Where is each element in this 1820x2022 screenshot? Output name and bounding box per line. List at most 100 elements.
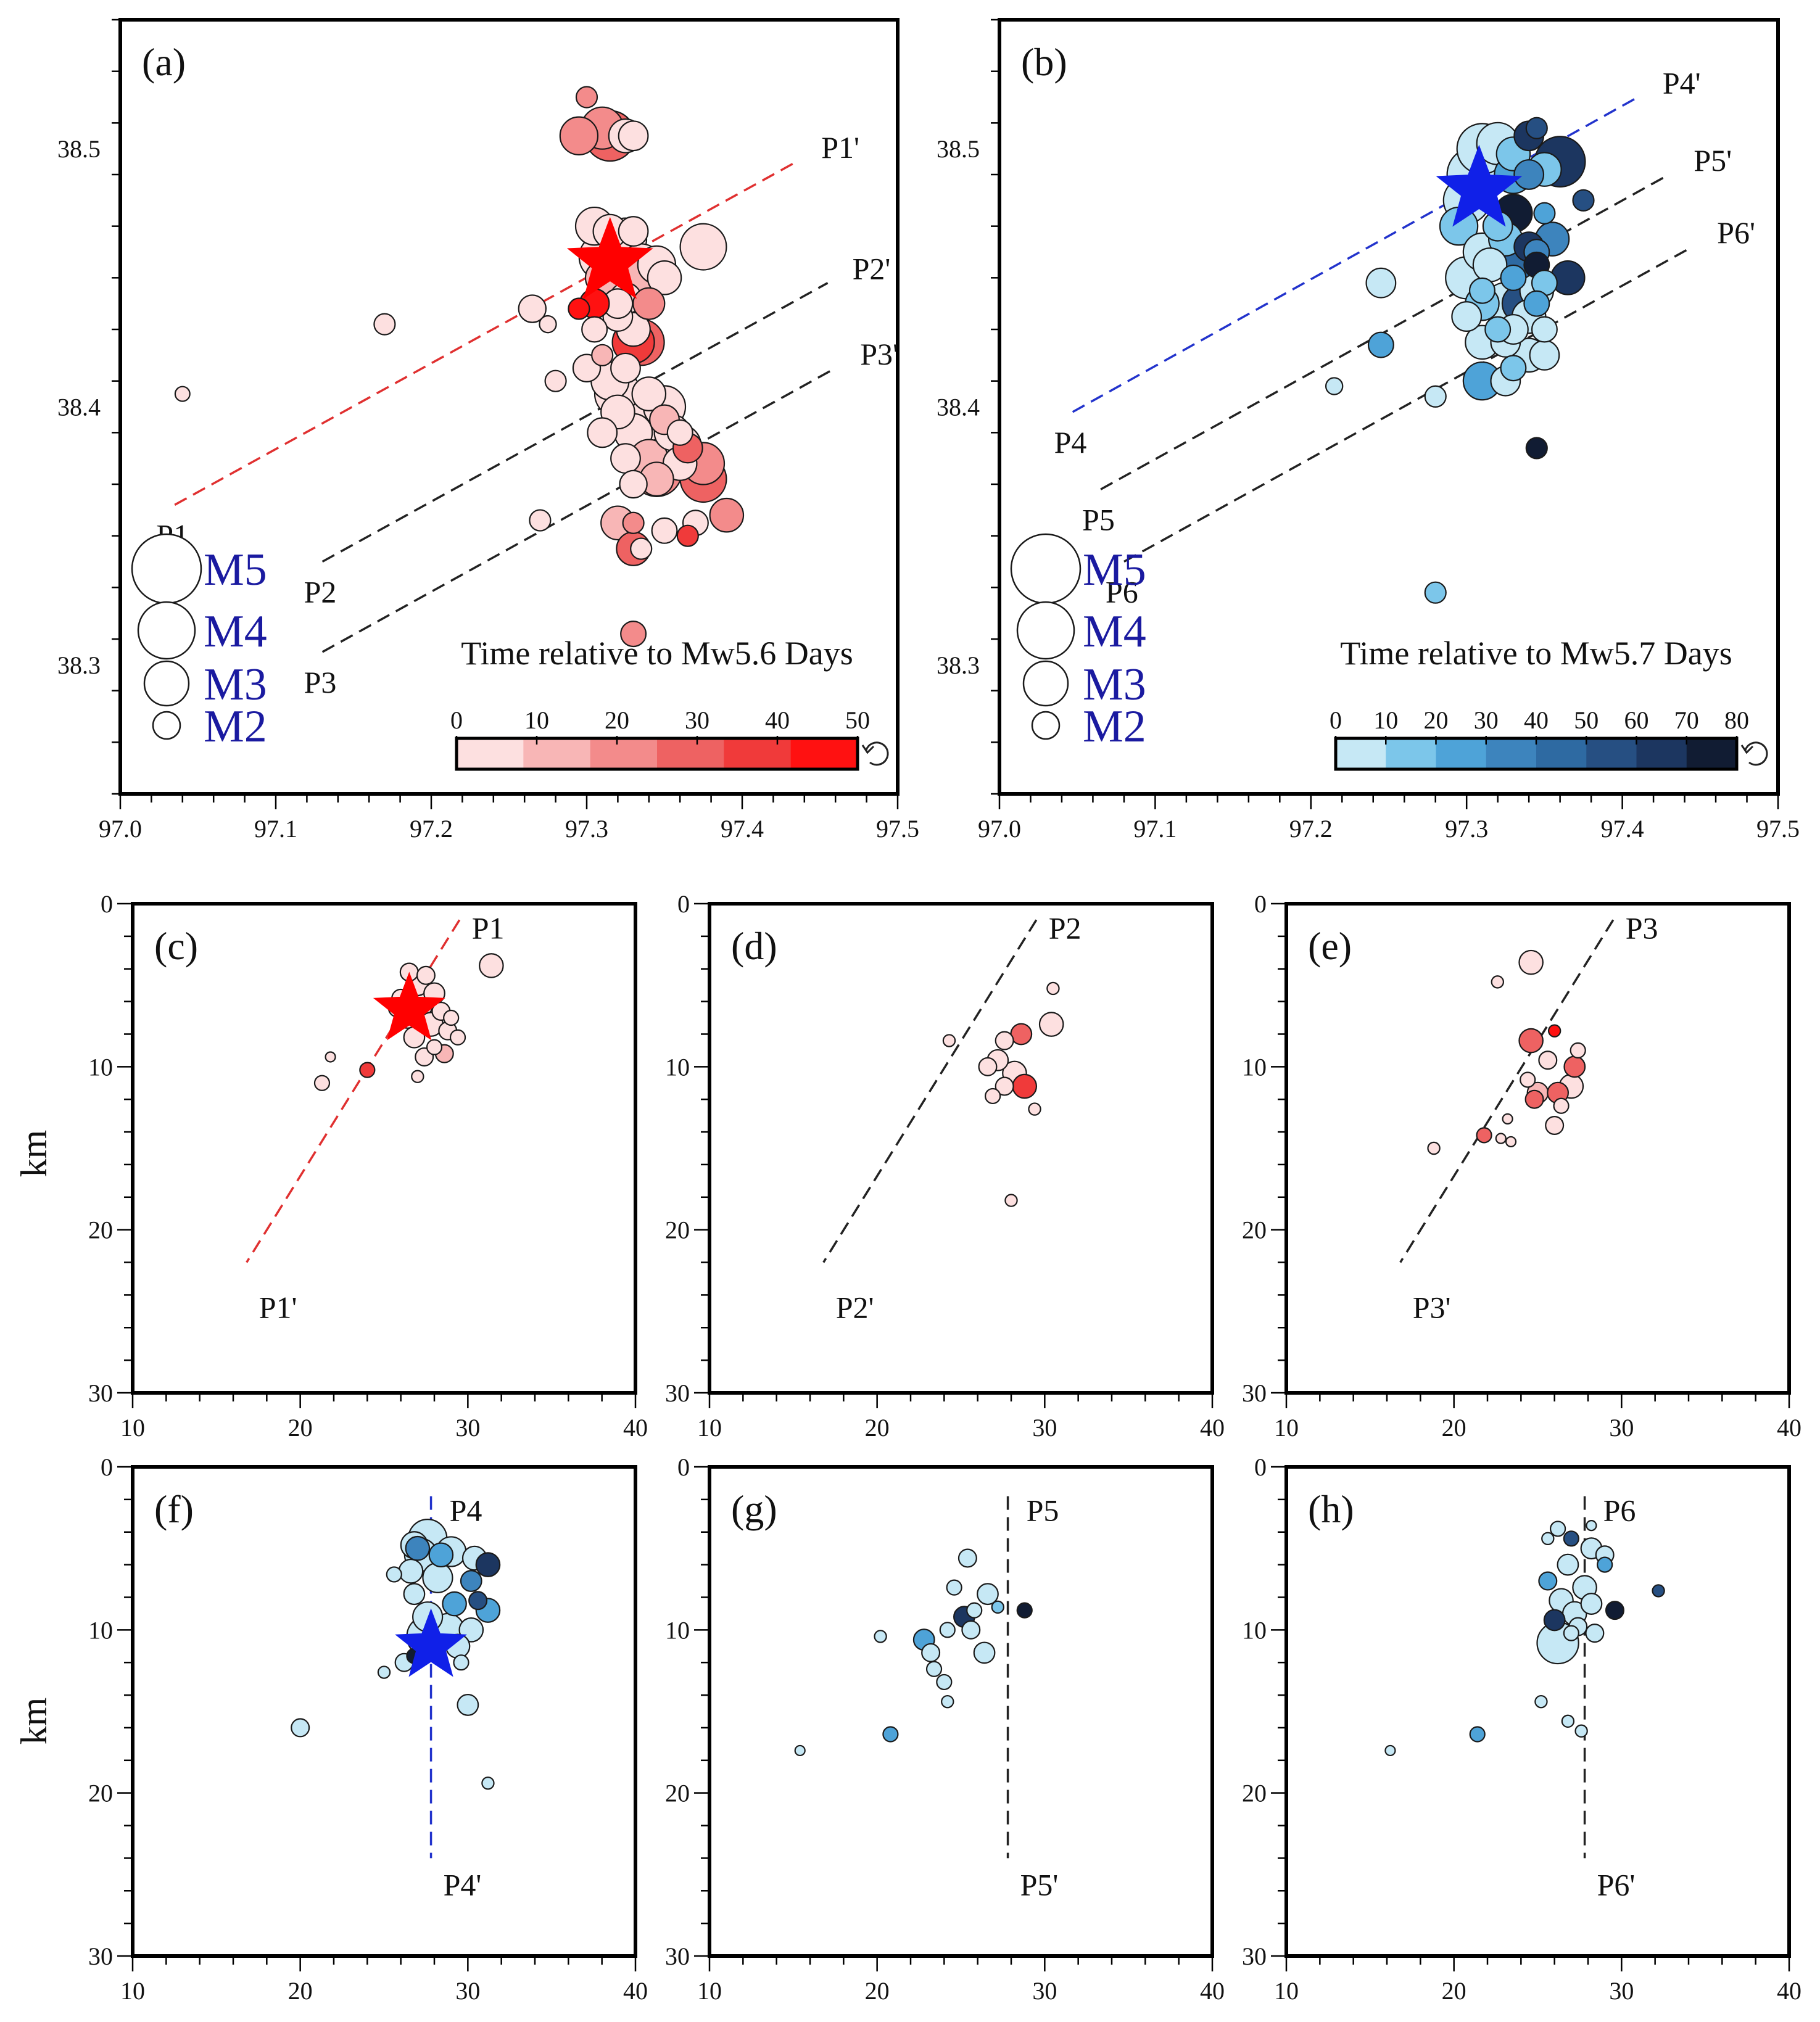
profile-start-label: P4 bbox=[1054, 425, 1087, 460]
colorbar-tick-label: 40 bbox=[765, 706, 790, 734]
event-point bbox=[1561, 1714, 1575, 1728]
magnitude-legend-label: M3 bbox=[1083, 659, 1146, 710]
colorbar-segment bbox=[1336, 738, 1386, 769]
profile-start-label: P2 bbox=[1049, 910, 1082, 945]
x-tick-label: 97.1 bbox=[1133, 815, 1177, 843]
y-tick-label: 10 bbox=[1242, 1616, 1267, 1644]
plot-frame bbox=[131, 1465, 637, 1958]
event-point bbox=[1495, 1133, 1507, 1144]
profile-panel-d: 10 20 30 40 0 10 20 30 P2 P2' (d) bbox=[665, 890, 1225, 1442]
profile-line bbox=[822, 919, 1038, 1263]
profile-start-label: P4 bbox=[450, 1493, 482, 1528]
event-point bbox=[1570, 1042, 1586, 1059]
colorbar-segment bbox=[724, 738, 792, 769]
event-point bbox=[1427, 1141, 1441, 1155]
x-tick-label: 97.3 bbox=[565, 815, 608, 843]
event-point bbox=[1563, 1625, 1579, 1641]
event-point bbox=[1384, 1744, 1396, 1757]
event-point bbox=[1545, 1115, 1565, 1135]
y-tick-label: 30 bbox=[665, 1942, 690, 1970]
event-point bbox=[575, 86, 598, 109]
x-tick-label: 20 bbox=[288, 1977, 313, 2005]
event-point bbox=[1585, 1624, 1605, 1643]
event-point bbox=[1550, 1521, 1566, 1537]
profile-panel-e: 10 20 30 40 0 10 20 30 P3 P3' (e) bbox=[1242, 890, 1801, 1442]
profile-panel-c: 10 20 30 40 0 10 20 30 P1 P1' (c) bbox=[88, 890, 648, 1442]
profile-end-label: P2' bbox=[836, 1290, 874, 1325]
event-point bbox=[620, 621, 647, 648]
y-tick-label: 10 bbox=[1242, 1053, 1267, 1081]
event-point bbox=[398, 1558, 424, 1584]
event-point bbox=[1534, 1694, 1548, 1709]
x-tick-label: 30 bbox=[1032, 1414, 1057, 1442]
event-point bbox=[936, 1673, 953, 1691]
event-point bbox=[1572, 189, 1595, 212]
event-point bbox=[313, 1075, 331, 1091]
event-point bbox=[1525, 117, 1548, 139]
y-tick-label: 38.3 bbox=[57, 651, 101, 679]
x-tick-label: 97.5 bbox=[1756, 815, 1800, 843]
event-point bbox=[479, 953, 504, 978]
event-point bbox=[1538, 1050, 1558, 1070]
event-point bbox=[422, 1562, 453, 1593]
profile-panel-f: 10 20 30 40 0 10 20 30 P4 P4' (f) bbox=[88, 1453, 648, 2005]
event-point bbox=[618, 216, 649, 247]
mainshock-star bbox=[566, 217, 653, 299]
event-point bbox=[679, 223, 727, 271]
y-tick-label: 20 bbox=[1242, 1216, 1267, 1244]
colorbar-tick-label: 0 bbox=[1330, 706, 1342, 734]
event-point bbox=[666, 419, 693, 446]
panel-label: (a) bbox=[142, 40, 186, 84]
y-tick-label: 0 bbox=[1254, 890, 1267, 918]
x-tick-label: 20 bbox=[865, 1977, 890, 2005]
event-point bbox=[958, 1548, 977, 1568]
event-point bbox=[1325, 377, 1344, 395]
colorbar-segment bbox=[523, 738, 591, 769]
event-point bbox=[632, 287, 666, 320]
event-point bbox=[973, 1641, 996, 1664]
event-point bbox=[619, 469, 648, 499]
profile-end-label: P6' bbox=[1717, 215, 1755, 250]
event-point bbox=[1016, 1602, 1033, 1619]
x-tick-label: 40 bbox=[623, 1977, 648, 2005]
event-point bbox=[1518, 949, 1544, 975]
panel-label: (b) bbox=[1021, 40, 1067, 84]
event-point bbox=[651, 517, 678, 544]
colorbar-segment bbox=[457, 738, 524, 769]
plot-frame bbox=[1284, 902, 1791, 1395]
x-tick-label: 30 bbox=[1032, 1977, 1057, 2005]
event-point bbox=[1451, 301, 1483, 332]
map-panel-a: 97.097.197.297.397.497.538.338.438.5P1P1… bbox=[57, 18, 919, 843]
event-point bbox=[1553, 1097, 1570, 1114]
event-point bbox=[468, 1591, 488, 1611]
magnitude-legend-label: M4 bbox=[1083, 606, 1146, 657]
event-point bbox=[874, 1630, 887, 1643]
event-point bbox=[631, 376, 667, 411]
profile-line bbox=[321, 282, 829, 563]
event-point bbox=[1524, 1089, 1544, 1109]
event-point bbox=[539, 315, 557, 334]
y-tick-label: 0 bbox=[101, 1453, 113, 1481]
event-point bbox=[610, 443, 641, 474]
event-point bbox=[978, 1057, 998, 1076]
x-tick-label: 40 bbox=[1777, 1977, 1801, 2005]
colorbar-title: Time relative to Mw5.7 Days bbox=[1340, 635, 1732, 672]
event-point bbox=[995, 1076, 1014, 1096]
y-tick-label: 0 bbox=[1254, 1453, 1267, 1481]
event-point bbox=[610, 352, 641, 384]
colorbar-tick-label: 60 bbox=[1624, 706, 1649, 734]
y-axis-label-km-bottom: km bbox=[14, 1698, 54, 1745]
event-point bbox=[1557, 1553, 1579, 1576]
event-point bbox=[568, 297, 590, 320]
magnitude-legend-circle bbox=[1031, 711, 1061, 740]
profile-line bbox=[321, 367, 837, 653]
profile-panel-g: 10 20 30 40 0 10 20 30 P5 P5' (g) bbox=[665, 1453, 1225, 2005]
y-tick-label: 30 bbox=[1242, 1942, 1267, 1970]
event-point bbox=[1652, 1584, 1665, 1598]
event-point bbox=[416, 965, 436, 985]
map-panel-b: 97.0 97.1 97.2 97.3 97.4 97.5 38.3 38.4 38.5 P4 P4… bbox=[937, 18, 1800, 843]
event-point bbox=[966, 1602, 983, 1619]
panel-label: (h) bbox=[1308, 1487, 1354, 1531]
x-tick-label: 40 bbox=[1200, 1977, 1225, 2005]
